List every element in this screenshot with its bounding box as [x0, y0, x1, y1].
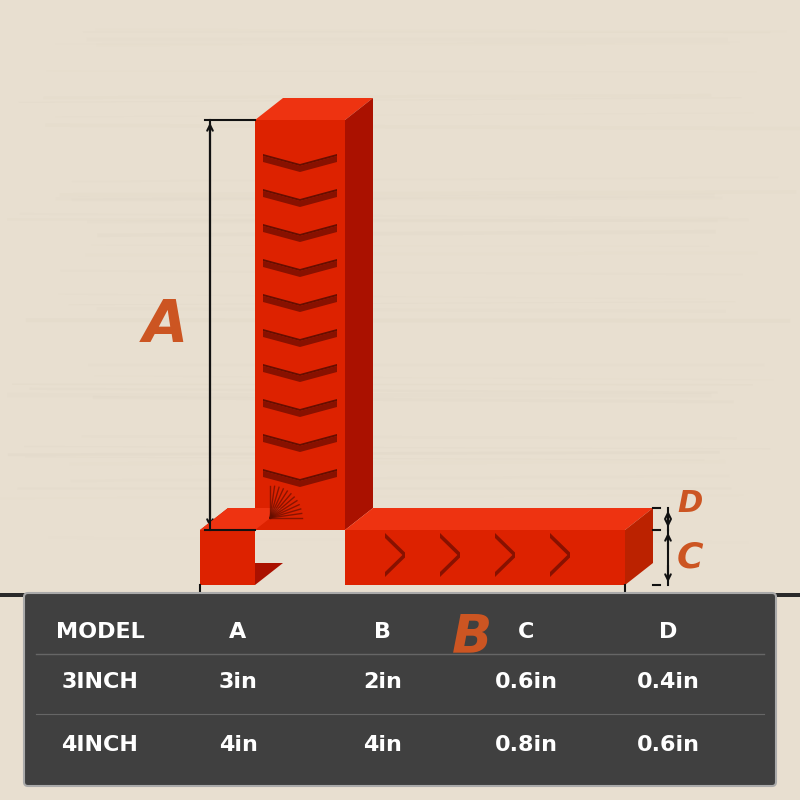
Polygon shape [625, 508, 653, 585]
Polygon shape [263, 469, 300, 481]
Polygon shape [200, 508, 283, 530]
Polygon shape [300, 401, 337, 417]
Polygon shape [263, 364, 300, 376]
Polygon shape [300, 191, 337, 207]
Text: D: D [659, 622, 677, 642]
Polygon shape [300, 471, 337, 487]
Polygon shape [550, 553, 570, 577]
Polygon shape [300, 331, 337, 347]
Text: A: A [230, 622, 246, 642]
Polygon shape [550, 533, 570, 558]
Polygon shape [440, 533, 460, 558]
Text: 4INCH: 4INCH [62, 735, 138, 755]
Text: 0.6in: 0.6in [637, 735, 699, 755]
Polygon shape [385, 553, 405, 577]
Polygon shape [345, 98, 373, 530]
Polygon shape [255, 98, 373, 120]
Text: C: C [518, 622, 534, 642]
Polygon shape [263, 226, 300, 242]
Polygon shape [255, 120, 345, 530]
Polygon shape [495, 553, 515, 577]
Polygon shape [263, 434, 300, 446]
Text: 0.6in: 0.6in [494, 672, 558, 692]
Text: 3in: 3in [218, 672, 258, 692]
Polygon shape [263, 224, 300, 236]
Polygon shape [300, 469, 337, 481]
Polygon shape [300, 156, 337, 172]
Text: B: B [452, 611, 493, 663]
Polygon shape [300, 261, 337, 277]
Text: D: D [678, 489, 702, 518]
Polygon shape [263, 294, 300, 306]
Polygon shape [300, 329, 337, 341]
Polygon shape [300, 226, 337, 242]
Text: 3INCH: 3INCH [62, 672, 138, 692]
Polygon shape [300, 364, 337, 376]
Text: 4in: 4in [363, 735, 402, 755]
Polygon shape [300, 434, 337, 446]
Polygon shape [263, 436, 300, 452]
Text: 0.4in: 0.4in [637, 672, 699, 692]
Text: C: C [677, 541, 703, 574]
Polygon shape [345, 508, 653, 530]
Polygon shape [300, 294, 337, 306]
Text: B: B [374, 622, 391, 642]
Polygon shape [263, 401, 300, 417]
Polygon shape [263, 191, 300, 207]
Text: 2in: 2in [363, 672, 402, 692]
Polygon shape [300, 399, 337, 411]
Polygon shape [263, 261, 300, 277]
Polygon shape [263, 296, 300, 312]
Polygon shape [263, 154, 300, 166]
Polygon shape [300, 154, 337, 166]
Polygon shape [300, 366, 337, 382]
Polygon shape [263, 399, 300, 411]
Bar [0, 593, 800, 597]
Text: 4in: 4in [218, 735, 258, 755]
Polygon shape [200, 530, 255, 585]
Polygon shape [263, 156, 300, 172]
Polygon shape [440, 553, 460, 577]
Polygon shape [385, 533, 405, 558]
Polygon shape [300, 189, 337, 201]
Polygon shape [263, 471, 300, 487]
Polygon shape [263, 331, 300, 347]
Text: 0.8in: 0.8in [494, 735, 558, 755]
Polygon shape [263, 329, 300, 341]
Polygon shape [263, 366, 300, 382]
Polygon shape [345, 530, 625, 585]
Polygon shape [263, 259, 300, 271]
Polygon shape [200, 508, 228, 585]
Polygon shape [300, 224, 337, 236]
Polygon shape [300, 296, 337, 312]
Polygon shape [263, 189, 300, 201]
FancyBboxPatch shape [24, 593, 776, 786]
Polygon shape [300, 436, 337, 452]
Polygon shape [495, 533, 515, 558]
Text: MODEL: MODEL [56, 622, 144, 642]
Text: A: A [142, 297, 187, 354]
Polygon shape [200, 563, 283, 585]
Polygon shape [300, 259, 337, 271]
